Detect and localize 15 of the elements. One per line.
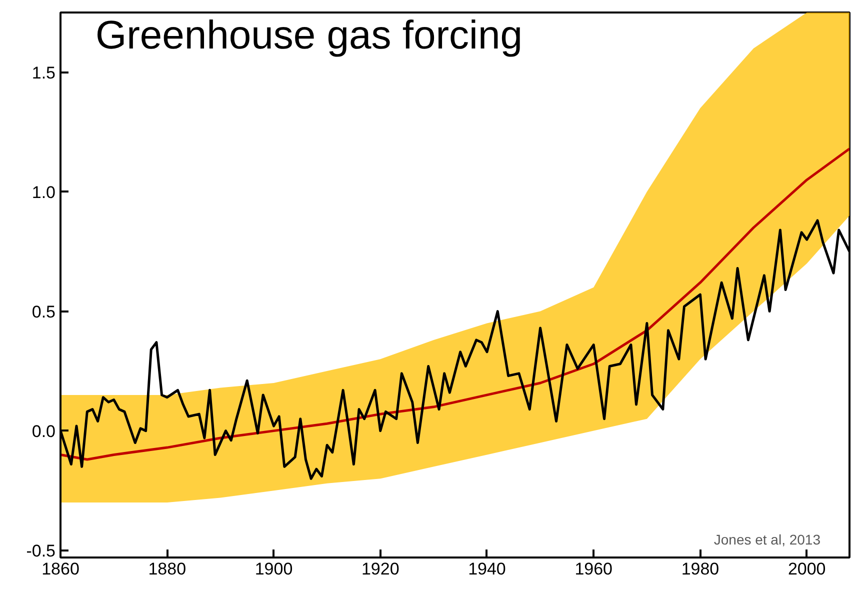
- x-tick-label: 1920: [361, 560, 400, 578]
- annotation: Jones et al, 2013: [714, 532, 821, 548]
- x-tick-label: 1860: [42, 560, 80, 578]
- x-tick-label: 2000: [788, 560, 826, 578]
- y-tick-label: 0.5: [32, 302, 56, 322]
- x-tick-label: 1880: [148, 560, 186, 578]
- chart-title: Greenhouse gas forcing: [96, 14, 522, 58]
- x-tick-label: 1900: [254, 560, 293, 578]
- y-tick-label: 1.5: [32, 63, 56, 82]
- x-tick-label: 1960: [574, 560, 613, 578]
- y-tick-label: 1.0: [32, 182, 56, 202]
- x-tick-label: 1940: [468, 560, 506, 578]
- x-tick-label: 1980: [681, 560, 720, 578]
- y-tick-label: -0.5: [26, 541, 56, 560]
- y-tick-label: 0.0: [32, 422, 56, 441]
